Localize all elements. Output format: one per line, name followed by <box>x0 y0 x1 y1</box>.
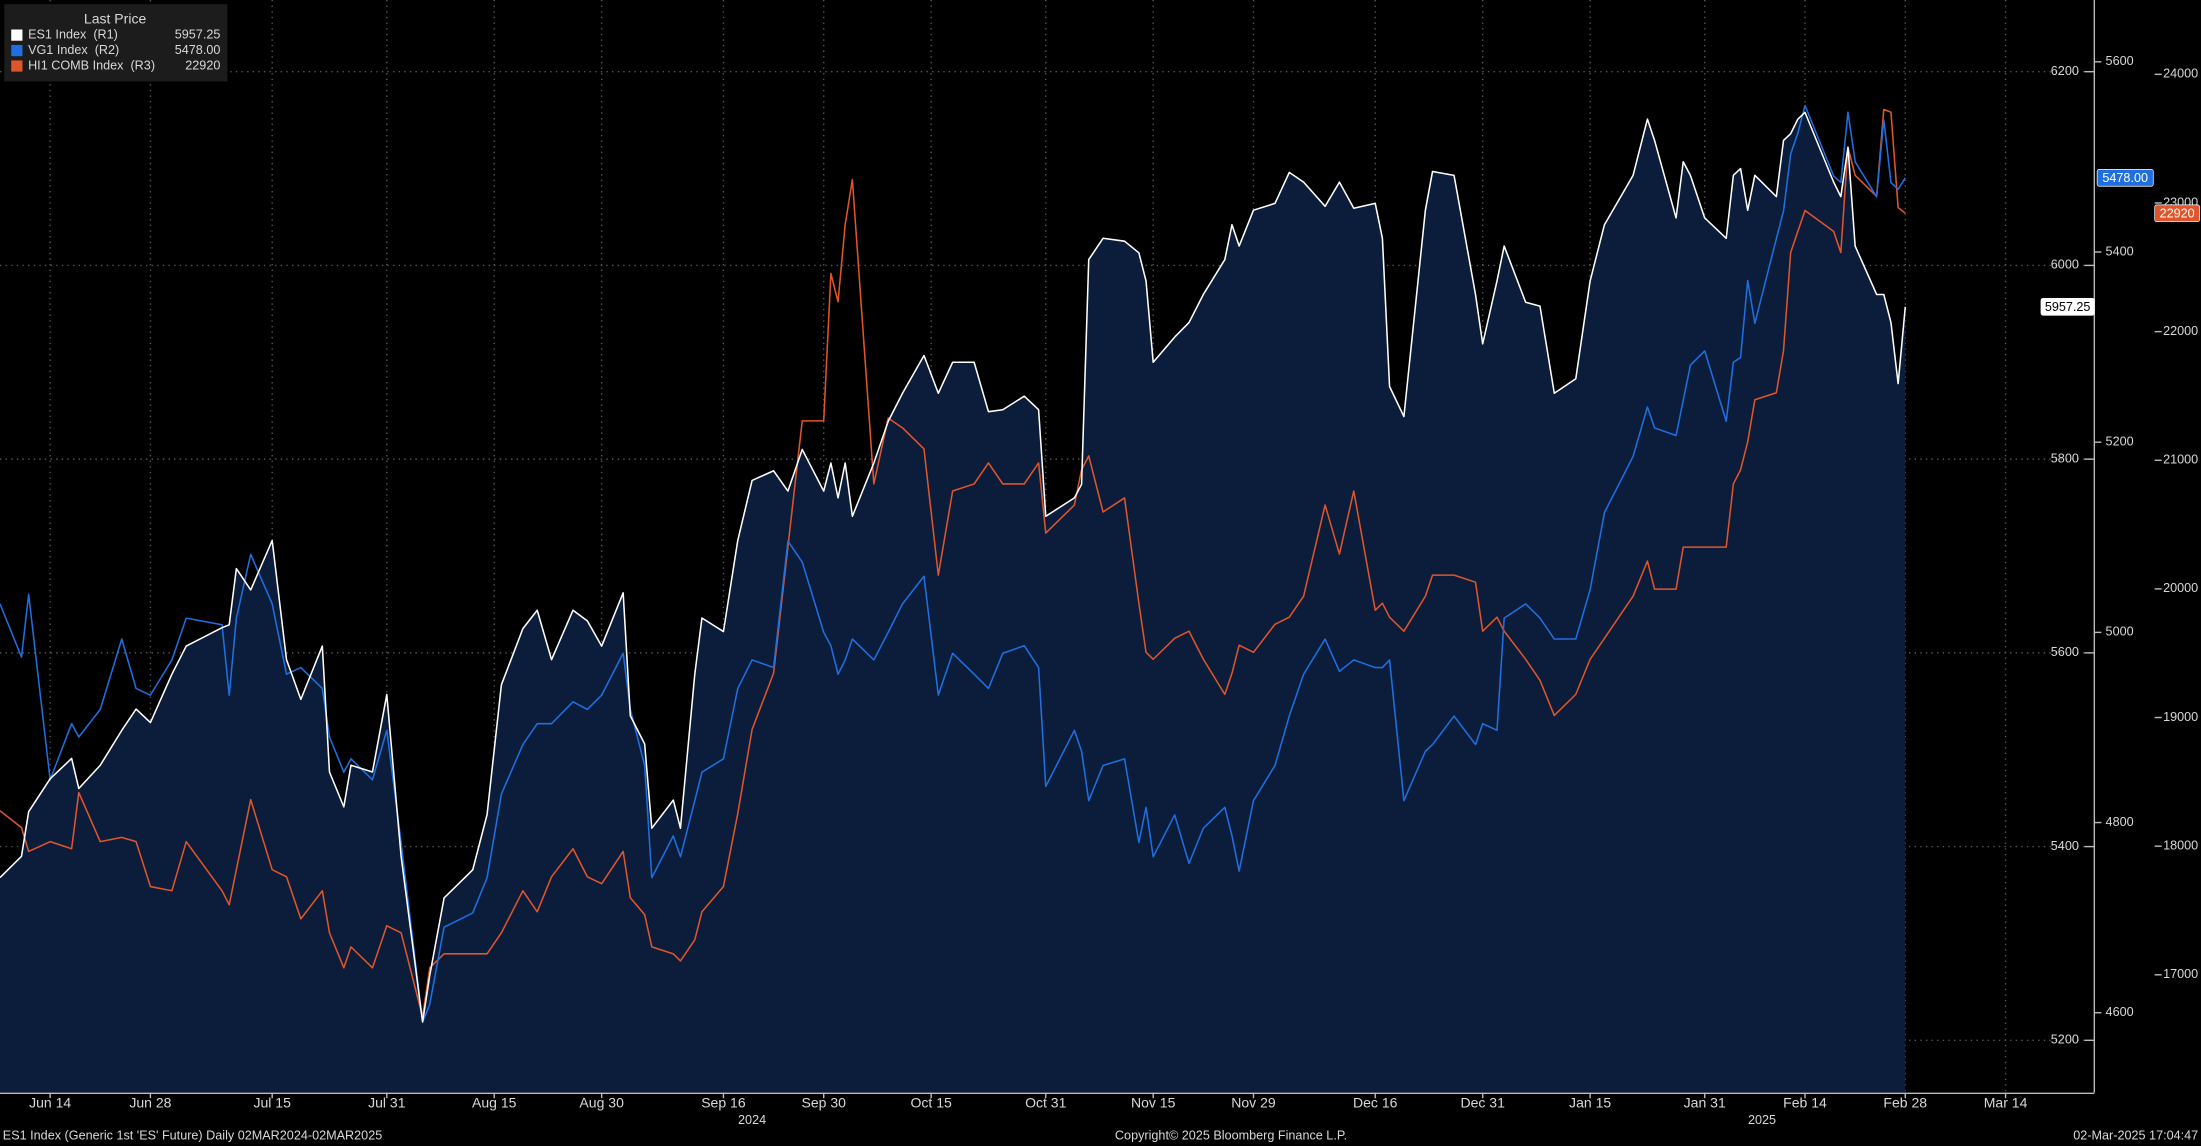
legend-swatch <box>11 60 23 72</box>
y-tick-label: 6000 <box>2051 258 2079 272</box>
x-tick-label: Jan 15 <box>1569 1095 1611 1111</box>
footer-right: 02-Mar-2025 17:04:47 <box>2073 1129 2198 1143</box>
last-value-tag: 22920 <box>2154 204 2200 223</box>
last-value-tag: 5478.00 <box>2096 169 2154 187</box>
legend-label: VG1 Index (R2) <box>28 43 119 57</box>
legend: Last Price ES1 Index (R1) 5957.25 VG1 Inde… <box>4 4 228 82</box>
y-tick-label: 21000 <box>2163 453 2198 467</box>
x-tick-label: Sep 16 <box>701 1095 746 1111</box>
x-tick-label: Feb 14 <box>1783 1095 1827 1111</box>
legend-box <box>4 4 228 82</box>
x-tick-label: Jan 31 <box>1684 1095 1726 1111</box>
y-tick-label: 20000 <box>2163 581 2198 595</box>
footer-center: Copyright© 2025 Bloomberg Finance L.P. <box>1115 1129 1347 1143</box>
y-tick-label: 5400 <box>2106 244 2134 258</box>
y-tick-label: 5200 <box>2051 1033 2079 1047</box>
y-tick-label: 6200 <box>2051 64 2079 78</box>
x-tick-label: Dec 16 <box>1353 1095 1398 1111</box>
x-tick-label: Jun 14 <box>29 1095 71 1111</box>
tag-box <box>2096 169 2154 187</box>
x-tick-label: Nov 15 <box>1131 1095 1176 1111</box>
x-tick-label: Feb 28 <box>1883 1095 1927 1111</box>
y-tick-label: 5400 <box>2051 839 2079 853</box>
y-tick-label: 17000 <box>2163 967 2198 981</box>
y-tick-label: 4800 <box>2106 815 2134 829</box>
x-tick-label: Jul 31 <box>368 1095 406 1111</box>
tag-box <box>2154 204 2200 223</box>
legend-swatch <box>11 29 23 41</box>
footer-left: ES1 Index (Generic 1st 'ES' Future) Dail… <box>3 1129 382 1143</box>
y-tick-label: 5800 <box>2051 451 2079 465</box>
tag-label: 5478.00 <box>2102 171 2148 185</box>
legend-title: Last Price <box>84 10 147 26</box>
line <box>0 108 1906 1018</box>
legend-value: 5478.00 <box>175 43 221 57</box>
year-label: 2024 <box>738 1113 766 1127</box>
x-tick-label: Nov 29 <box>1231 1095 1276 1111</box>
y-tick-label: 19000 <box>2163 710 2198 724</box>
legend-label: ES1 Index (R1) <box>28 27 118 41</box>
line <box>0 111 1907 1023</box>
y-tick-label: 18000 <box>2163 839 2198 853</box>
legend-value: 22920 <box>185 58 220 72</box>
x-tick-label: Oct 31 <box>1025 1095 1067 1111</box>
x-tick-label: Jul 15 <box>253 1095 291 1111</box>
tag-label: 22920 <box>2160 206 2195 220</box>
area <box>0 112 1906 1093</box>
x-tick-label: Jun 28 <box>129 1095 171 1111</box>
x-tick-label: Oct 15 <box>910 1095 952 1111</box>
legend-label: HI1 COMB Index (R3) <box>28 58 155 72</box>
x-tick-label: Sep 30 <box>801 1095 846 1111</box>
x-tick-label: Mar 14 <box>1984 1095 2028 1111</box>
y-tick-label: 4600 <box>2106 1005 2134 1019</box>
legend-value: 5957.25 <box>175 27 221 41</box>
y-tick-label: 24000 <box>2163 67 2198 81</box>
tag-label: 5957.25 <box>2045 300 2091 314</box>
x-tick-label: Aug 30 <box>579 1095 624 1111</box>
y-tick-label: 22000 <box>2163 324 2198 338</box>
last-value-tag: 5957.25 <box>2040 298 2095 316</box>
line <box>0 104 1906 1024</box>
y-tick-label: 5600 <box>2051 645 2079 659</box>
year-label: 2025 <box>1748 1113 1776 1127</box>
y-tick-label: 5200 <box>2106 435 2134 449</box>
x-tick-label: Aug 15 <box>472 1095 517 1111</box>
y-tick-label: 5000 <box>2106 625 2134 639</box>
tag-box <box>2040 298 2095 316</box>
y-tick-label: 5600 <box>2106 54 2134 68</box>
plot-area <box>0 0 2092 1093</box>
x-tick-label: Dec 31 <box>1460 1095 1505 1111</box>
legend-swatch <box>11 44 23 57</box>
